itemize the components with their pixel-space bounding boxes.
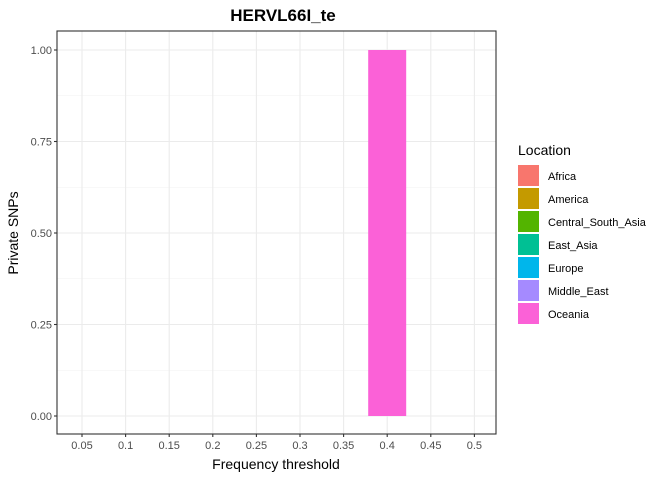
legend-label: Oceania	[548, 309, 590, 321]
legend-label: Africa	[548, 171, 577, 183]
x-tick-label: 0.15	[158, 440, 179, 452]
legend: Location Africa America Central_South_Asia…	[518, 142, 647, 324]
legend-key-africa	[518, 165, 539, 186]
legend-label: Europe	[548, 263, 583, 275]
y-tick-label: 0.50	[31, 228, 52, 240]
legend-label: America	[548, 194, 589, 206]
bar-oceania-0.4	[368, 50, 407, 416]
x-tick-label: 0.1	[118, 440, 133, 452]
legend-label: Central_South_Asia	[548, 217, 647, 229]
legend-label: Middle_East	[548, 286, 609, 298]
x-tick-label: 0.45	[420, 440, 441, 452]
x-tick-label: 0.5	[467, 440, 482, 452]
y-axis-title: Private SNPs	[5, 191, 21, 274]
y-tick-label: 0.00	[31, 411, 52, 423]
legend-key-oceania	[518, 303, 539, 324]
legend-title: Location	[518, 142, 571, 158]
y-tick-label: 0.75	[31, 137, 52, 149]
legend-key-middle-east	[518, 280, 539, 301]
y-tick-label: 1.00	[31, 45, 52, 57]
x-tick-label: 0.2	[205, 440, 220, 452]
y-tick-label: 0.25	[31, 320, 52, 332]
x-axis-title: Frequency threshold	[212, 456, 340, 472]
x-tick-label: 0.3	[292, 440, 307, 452]
legend-key-east-asia	[518, 234, 539, 255]
x-tick-label: 0.25	[246, 440, 267, 452]
legend-key-central-south-asia	[518, 211, 539, 232]
x-tick-label: 0.05	[71, 440, 92, 452]
legend-key-america	[518, 188, 539, 209]
legend-key-europe	[518, 257, 539, 278]
x-tick-label: 0.35	[333, 440, 354, 452]
legend-label: East_Asia	[548, 240, 598, 252]
chart-title: HERVL66I_te	[230, 6, 336, 25]
x-tick-label: 0.4	[380, 440, 395, 452]
